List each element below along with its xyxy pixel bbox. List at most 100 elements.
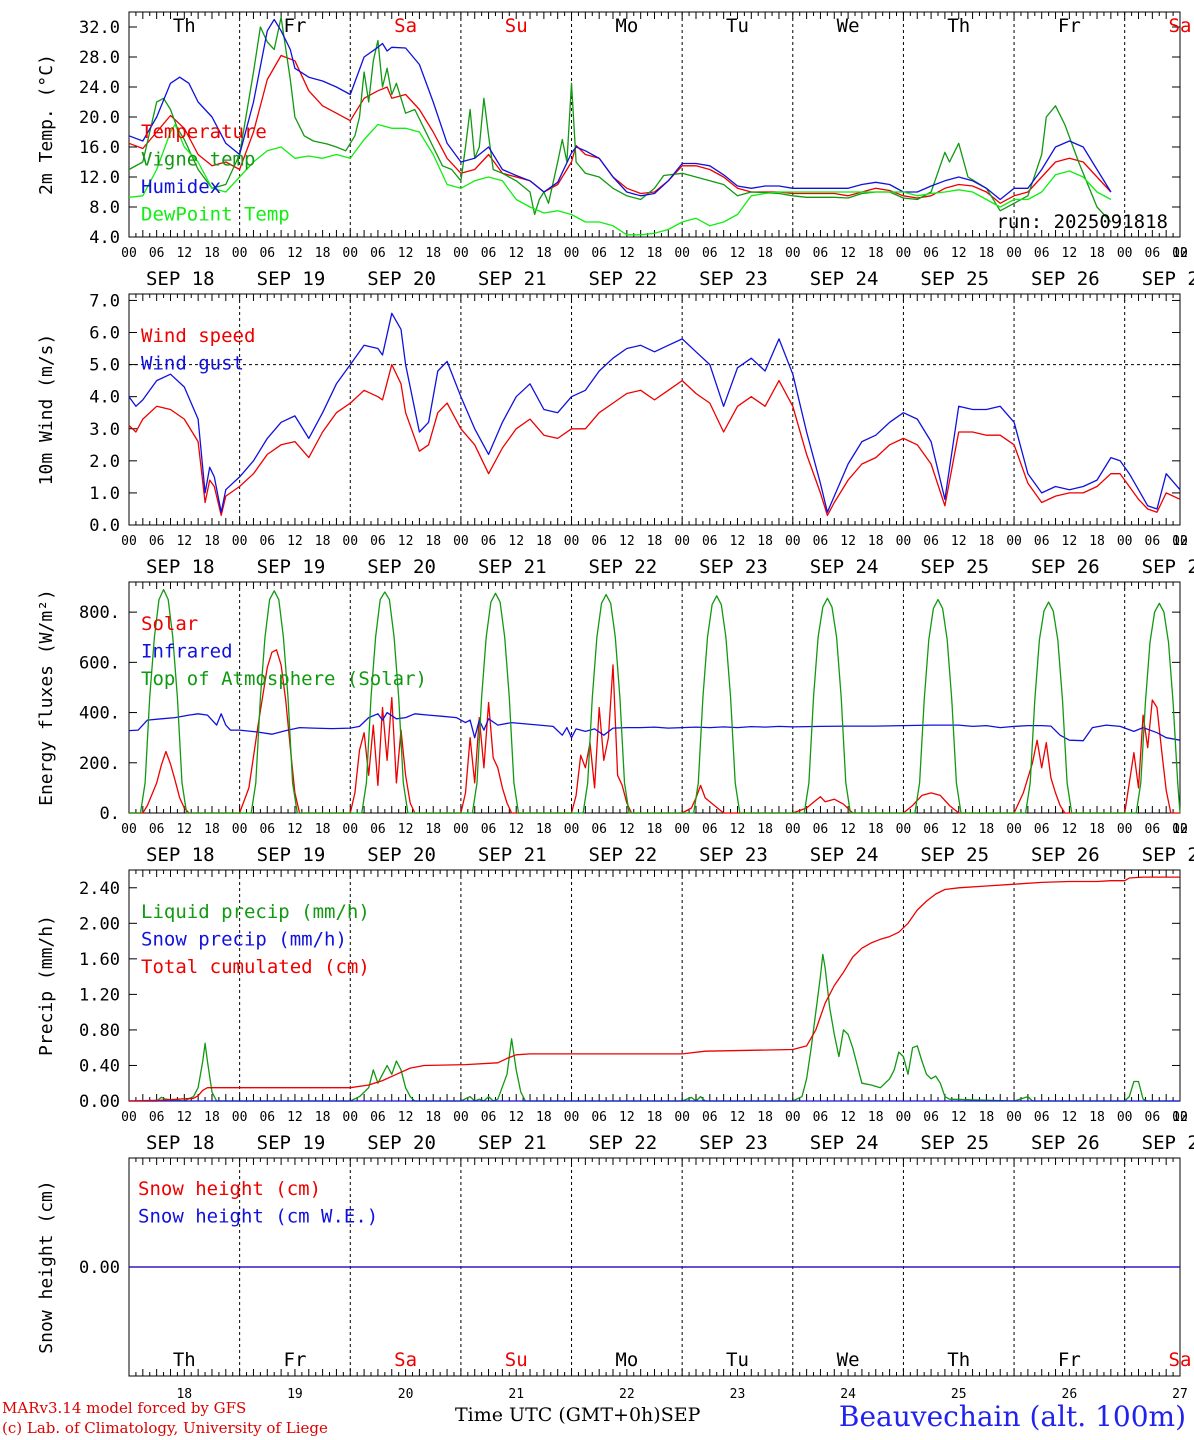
hour-label: 18 (979, 534, 995, 549)
date-label: SEP 22 (589, 844, 658, 866)
hour-label: 18 (536, 534, 552, 549)
date-label: SEP 19 (257, 844, 326, 866)
x-axis-label: Time UTC (GMT+0h) (455, 1404, 661, 1426)
legend-entry: Total cumulated (cm) (141, 956, 370, 978)
day-letter: We (837, 15, 860, 37)
date-label: SEP 27 (1142, 844, 1194, 866)
hour-label: 00 (1172, 1110, 1188, 1125)
hour-label: 06 (259, 1110, 275, 1125)
y-tick-label: 800. (79, 603, 120, 623)
date-label: SEP 19 (257, 556, 326, 578)
hour-label: 06 (923, 1110, 939, 1125)
y-axis-title: Snow height (cm) (36, 1180, 57, 1353)
hour-label: 00 (1006, 246, 1022, 261)
hour-label: 06 (481, 822, 497, 837)
series-group (128, 16, 1112, 236)
hour-label: 18 (1089, 534, 1105, 549)
hour-label: 18 (315, 534, 331, 549)
hour-label: 06 (370, 534, 386, 549)
date-label: SEP 24 (810, 556, 879, 578)
y-tick-label: 2.40 (79, 879, 120, 899)
series-line (128, 876, 1180, 1102)
day-letter: Sa (394, 1349, 417, 1371)
panel-frame (128, 581, 1181, 814)
hour-label: 12 (398, 534, 414, 549)
hour-label: 12 (1172, 246, 1188, 261)
hour-label: 12 (840, 822, 856, 837)
hour-label: 06 (702, 1110, 718, 1125)
series-line (129, 588, 1181, 814)
day-letter: Tu (726, 1349, 749, 1371)
legend-entry: Temperature (141, 121, 267, 143)
hour-label: 18 (536, 822, 552, 837)
legend-entry: Solar (141, 613, 198, 635)
hour-label: 06 (370, 1110, 386, 1125)
legend-entry: Infrared (141, 641, 233, 663)
hour-label: 06 (1034, 534, 1050, 549)
day-letter: We (837, 1349, 860, 1371)
hour-label: 12 (508, 822, 524, 837)
hour-label: 06 (149, 822, 165, 837)
hour-label: 00 (232, 534, 248, 549)
hour-label: 06 (370, 246, 386, 261)
hour-label: 00 (453, 822, 469, 837)
hour-label: 12 (508, 534, 524, 549)
day-letter: Th (173, 1349, 196, 1371)
hour-label: 00 (1172, 246, 1188, 261)
hour-label: 12 (176, 822, 192, 837)
legend-entry: Wind speed (141, 325, 255, 347)
legend-entry: Vigne temp (141, 149, 255, 171)
hour-label: 12 (398, 1110, 414, 1125)
hour-label: 00 (453, 534, 469, 549)
hour-label: 18 (536, 1110, 552, 1125)
series-line (128, 711, 1181, 742)
day-number: 23 (730, 1387, 746, 1402)
date-label: SEP 22 (589, 1132, 658, 1154)
hour-label: 00 (1172, 822, 1188, 837)
hour-label: 00 (121, 534, 137, 549)
hour-label: 12 (1172, 822, 1188, 837)
hour-label: 00 (121, 822, 137, 837)
hour-label: 06 (702, 822, 718, 837)
date-label: SEP 27 (1142, 1132, 1194, 1154)
hour-label: 06 (259, 822, 275, 837)
hour-label: 00 (1006, 1110, 1022, 1125)
day-number: 20 (398, 1387, 414, 1402)
date-label: SEP 20 (367, 268, 436, 290)
hour-label: 12 (287, 246, 303, 261)
y-axis-title: 10m Wind (m/s) (36, 334, 57, 486)
hour-label: 06 (1145, 246, 1161, 261)
hour-label: 00 (896, 534, 912, 549)
hour-label: 18 (204, 1110, 220, 1125)
hour-label: 12 (840, 1110, 856, 1125)
hour-label: 06 (591, 534, 607, 549)
date-label: SEP 25 (920, 844, 989, 866)
y-tick-label: 28.0 (79, 48, 120, 68)
y-tick-label: 2.00 (79, 914, 120, 934)
hour-label: 06 (370, 822, 386, 837)
day-letter: Th (947, 15, 970, 37)
hour-label: 18 (979, 822, 995, 837)
y-tick-label: 0.00 (79, 1258, 120, 1278)
hour-label: 18 (647, 534, 663, 549)
hour-label: 12 (1172, 1110, 1188, 1125)
date-label: SEP 25 (920, 268, 989, 290)
hour-label: 00 (453, 246, 469, 261)
hour-label: 00 (564, 822, 580, 837)
hour-label: 18 (204, 822, 220, 837)
y-axis-title: Precip (mm/h) (36, 915, 57, 1056)
date-label: SEP 21 (478, 844, 547, 866)
hour-label: 12 (1062, 246, 1078, 261)
hour-label: 06 (259, 246, 275, 261)
hour-label: 00 (785, 246, 801, 261)
date-label: SEP 25 (920, 556, 989, 578)
lab-credit: (c) Lab. of Climatology, University of L… (2, 1419, 328, 1437)
hour-label: 12 (508, 246, 524, 261)
hour-label: 06 (923, 246, 939, 261)
x-axis-title: Time UTC (GMT+0h)SEP (455, 1404, 700, 1426)
hour-label: 18 (204, 534, 220, 549)
hour-label: 12 (619, 246, 635, 261)
y-tick-label: 0. (100, 804, 120, 824)
hour-label: 00 (342, 822, 358, 837)
